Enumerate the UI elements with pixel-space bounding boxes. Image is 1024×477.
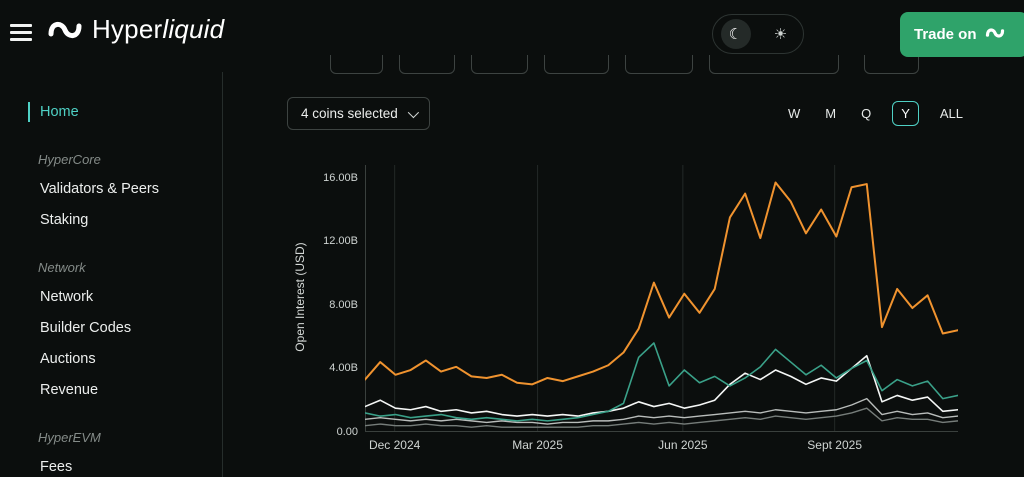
timeframe-month-button[interactable]: M	[825, 106, 837, 121]
sidebar-item-network[interactable]: Network	[40, 289, 94, 305]
coin-filter-row	[330, 55, 919, 75]
timeframe-selector: W M Q Y ALL	[784, 101, 967, 126]
trade-on-button[interactable]: Trade on	[900, 12, 1024, 57]
sidebar-section-hypercore: HyperCore	[38, 152, 101, 167]
hyperliquid-logo-icon	[985, 26, 1005, 44]
dark-mode-moon-icon[interactable]: ☾	[720, 19, 751, 49]
y-tick-label: 12.00B	[323, 235, 358, 248]
sidebar-section-hyperevm: HyperEVM	[38, 430, 101, 445]
x-tick-label: Mar 2025	[512, 438, 563, 452]
x-axis-ticks: Dec 2024 Mar 2025 Jun 2025 Sept 2025	[365, 438, 958, 454]
sidebar-item-auctions[interactable]: Auctions	[40, 351, 96, 367]
top-bar: Hyperliquid ☾ ☀ Trade on	[0, 0, 1024, 57]
coin-filter-button-partial[interactable]	[709, 55, 839, 74]
hyperliquid-logo-icon	[48, 17, 82, 43]
y-tick-label: 0.00	[336, 426, 358, 438]
coin-filter-button-partial[interactable]	[625, 55, 693, 74]
sidebar-item-validators-peers[interactable]: Validators & Peers	[40, 181, 160, 197]
coin-filter-button-partial[interactable]	[864, 55, 919, 74]
open-interest-line-chart[interactable]	[364, 165, 959, 432]
y-axis-ticks: 0.00 4.00B 8.00B 12.00B 16.00B	[300, 165, 358, 438]
sidebar-item-revenue[interactable]: Revenue	[40, 382, 99, 398]
menu-icon[interactable]	[10, 24, 32, 42]
chevron-down-icon	[407, 106, 419, 118]
y-tick-label: 8.00B	[329, 298, 358, 311]
theme-toggle: ☾ ☀	[712, 14, 804, 54]
trade-button-label: Trade on	[914, 26, 977, 43]
sidebar-item-fees[interactable]: Fees	[40, 459, 73, 475]
coin-filter-button-partial[interactable]	[399, 55, 455, 74]
coin-selector-label: 4 coins selected	[301, 106, 398, 121]
x-tick-label: Sept 2025	[807, 438, 862, 452]
coin-filter-button-partial[interactable]	[330, 55, 383, 74]
timeframe-quarter-button[interactable]: Q	[861, 106, 872, 121]
coin-selector-dropdown[interactable]: 4 coins selected	[287, 97, 430, 130]
sidebar-item-home[interactable]: Home	[40, 104, 79, 120]
timeframe-all-button[interactable]: ALL	[939, 106, 963, 121]
sidebar-divider	[222, 72, 223, 477]
coin-filter-button-partial[interactable]	[471, 55, 528, 74]
x-tick-label: Dec 2024	[368, 438, 421, 452]
y-tick-label: 4.00B	[329, 362, 358, 375]
x-tick-label: Jun 2025	[658, 438, 708, 452]
timeframe-week-button[interactable]: W	[787, 106, 801, 121]
y-tick-label: 16.00B	[323, 171, 358, 184]
active-item-indicator	[28, 102, 30, 122]
sidebar-item-builder-codes[interactable]: Builder Codes	[40, 320, 132, 336]
brand-title: Hyperliquid	[92, 14, 225, 44]
brand-logo[interactable]: Hyperliquid	[48, 14, 224, 45]
sidebar-section-network: Network	[38, 260, 86, 275]
light-mode-sun-icon[interactable]: ☀	[773, 26, 788, 43]
coin-filter-button-partial[interactable]	[544, 55, 609, 74]
timeframe-year-button[interactable]: Y	[892, 101, 919, 126]
sidebar-item-staking[interactable]: Staking	[40, 212, 89, 228]
